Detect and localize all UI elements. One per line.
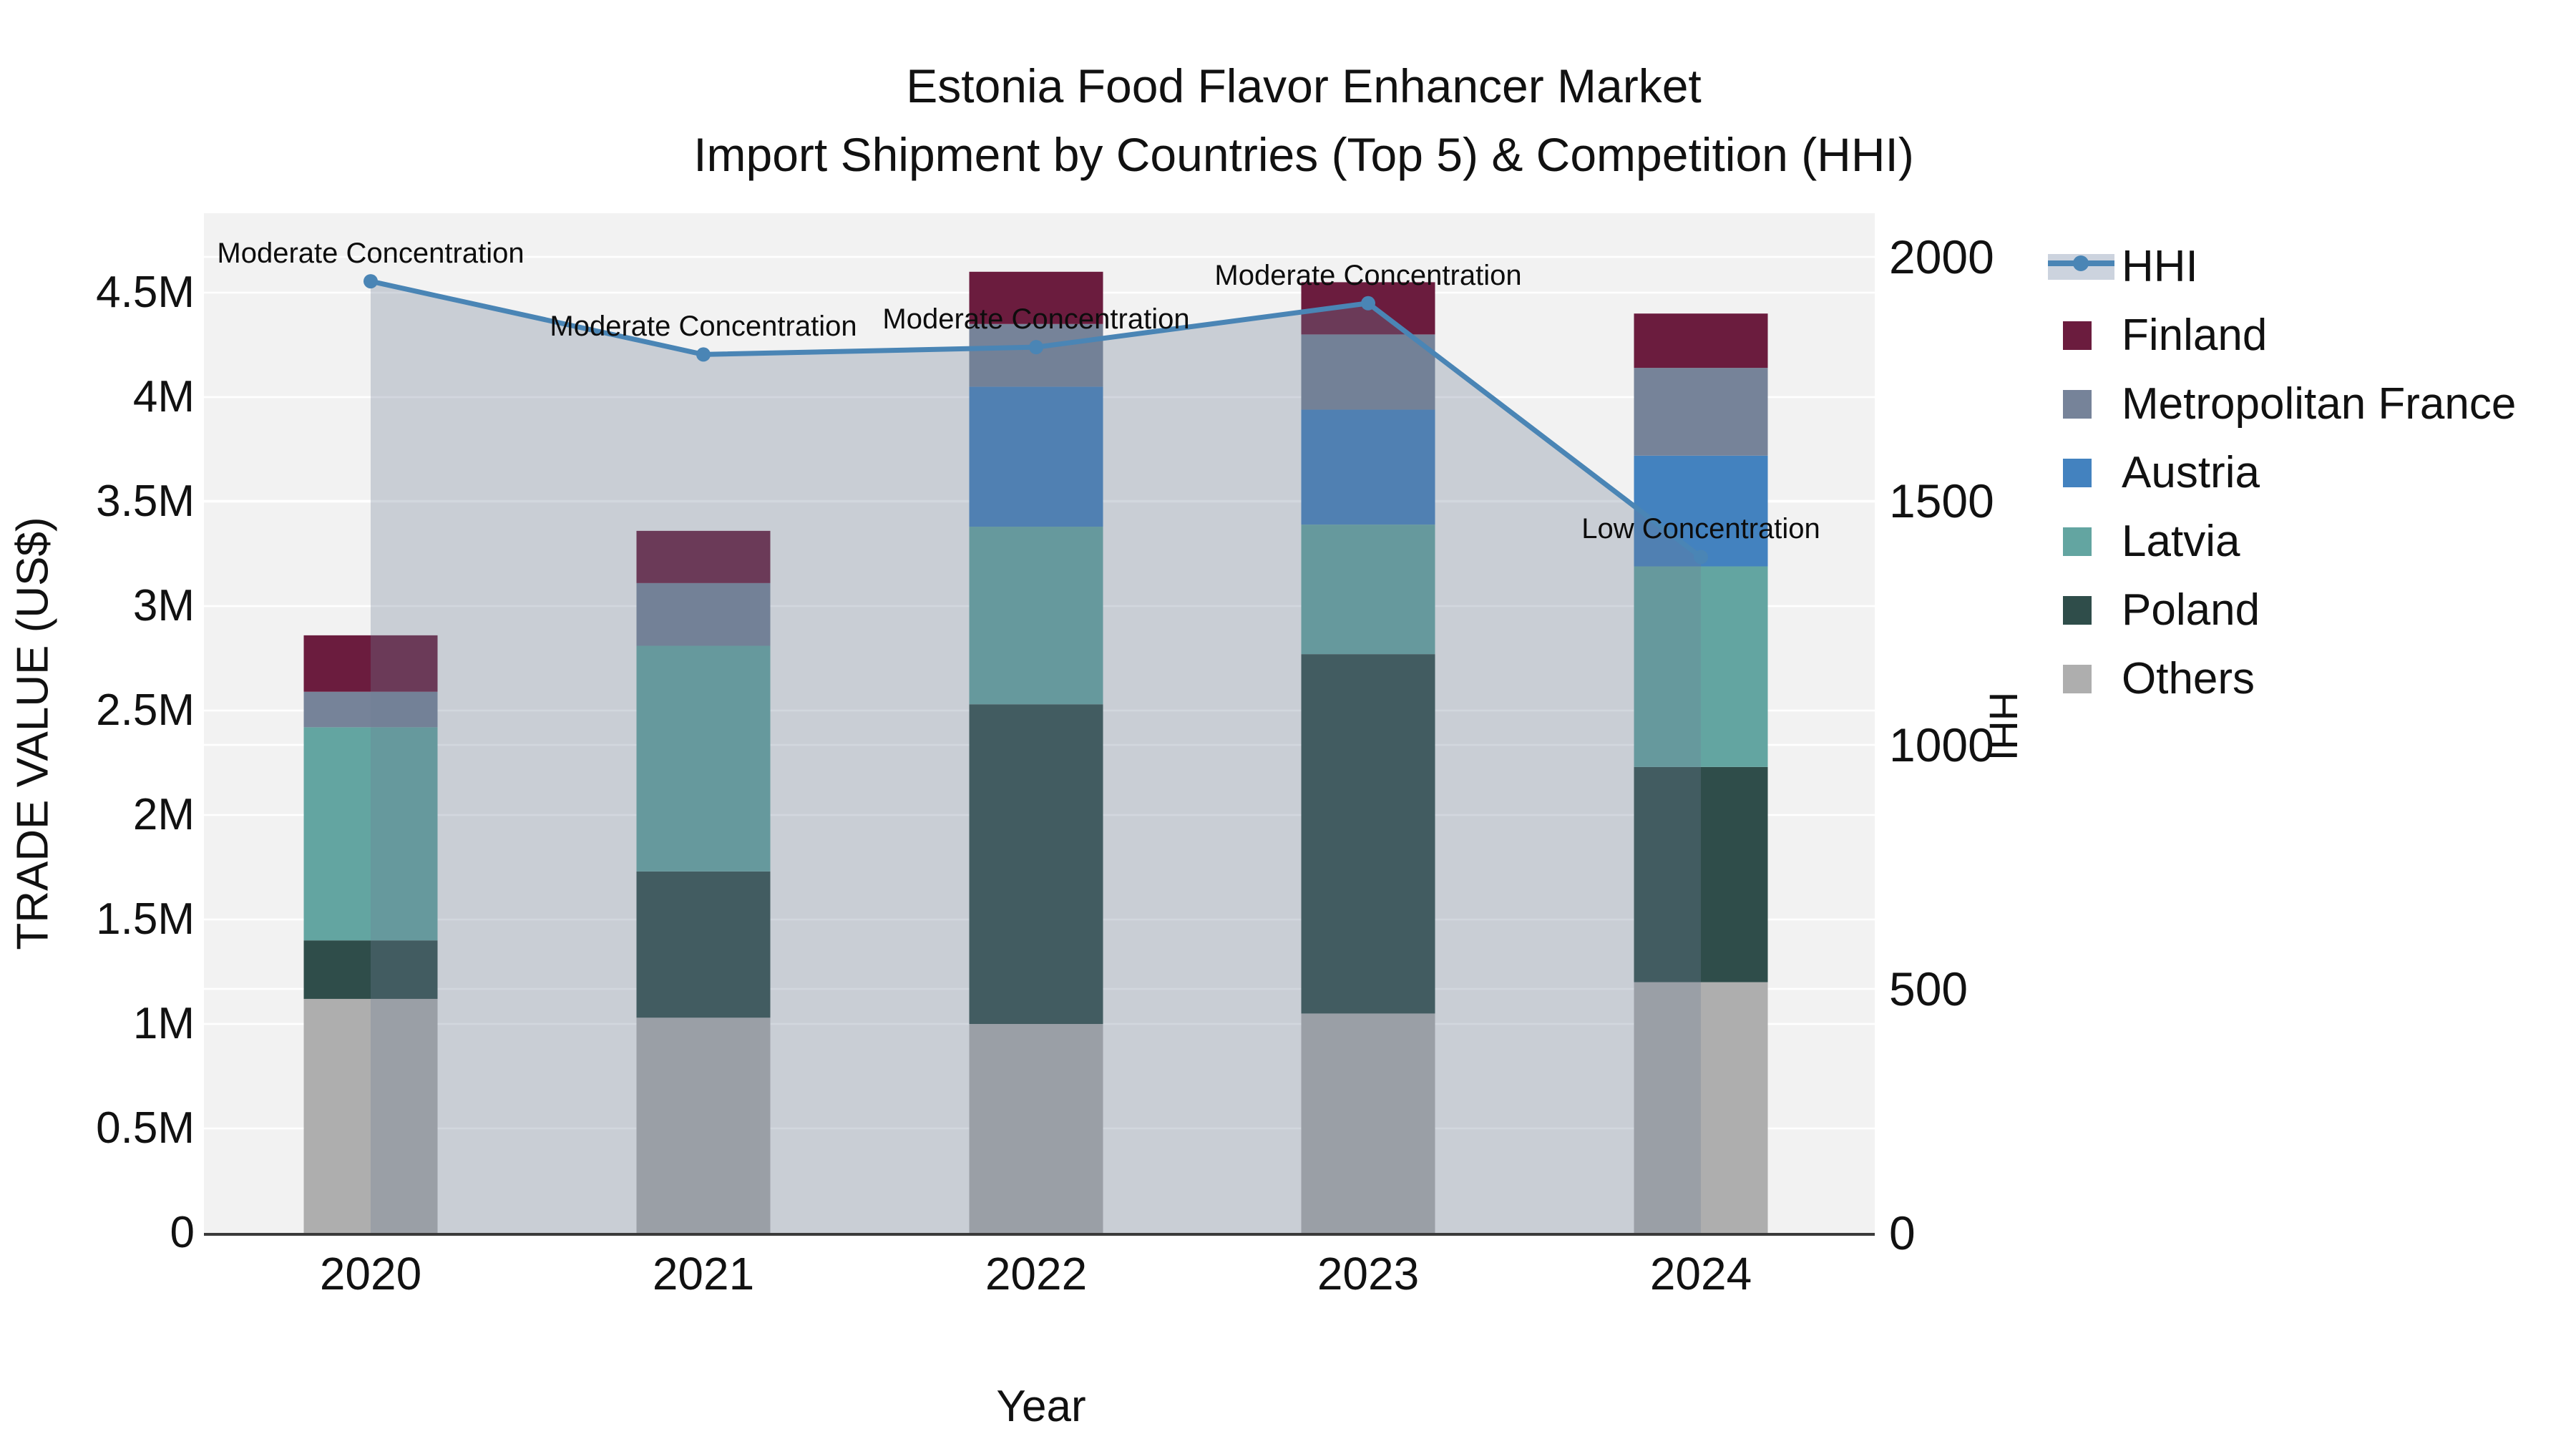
legend-color-swatch-finland <box>2063 321 2092 350</box>
bar-segment-metropolitan-france-2021[interactable] <box>636 582 771 646</box>
x-axis-title: Year <box>996 1382 1086 1431</box>
hhi-marker-2020[interactable] <box>364 274 378 289</box>
legend-color-swatch-poland <box>2063 596 2092 625</box>
bar-segment-metropolitan-france-2022[interactable] <box>969 323 1103 387</box>
legend-color-swatch-austria <box>2063 459 2092 487</box>
y-left-axis-title: TRADE VALUE (US$) <box>8 517 58 950</box>
x-tick-2022: 2022 <box>985 1248 1088 1299</box>
x-tick-2024: 2024 <box>1649 1248 1752 1299</box>
legend-label: Latvia <box>2122 517 2240 566</box>
bar-segment-finland-2020[interactable] <box>303 635 438 692</box>
legend-label: Others <box>2122 654 2255 703</box>
legend-color-swatch-metropolitan-france <box>2063 390 2092 419</box>
bar-segment-finland-2022[interactable] <box>969 271 1103 324</box>
bar-segment-austria-2024[interactable] <box>1634 455 1768 567</box>
annotation-2020: Moderate Concentration <box>217 238 525 270</box>
y-left-tick-1M: 1M <box>132 999 195 1048</box>
legend: HHI Finland Metropolitan France Austria Latv… <box>2043 233 2576 713</box>
legend-color-swatch-latvia <box>2063 527 2092 556</box>
bar-segment-metropolitan-france-2023[interactable] <box>1301 334 1435 410</box>
chart-title-line2: Import Shipment by Countries (Top 5) & C… <box>693 128 1914 181</box>
legend-item-others[interactable]: Others <box>2043 645 2576 713</box>
hhi-marker-2021[interactable] <box>696 347 711 362</box>
legend-item-poland[interactable]: Poland <box>2043 576 2576 645</box>
y-left-tick-0: 0 <box>170 1208 195 1257</box>
legend-swatch-icon <box>2043 301 2114 370</box>
annotation-2022: Moderate Concentration <box>882 303 1190 336</box>
bar-segment-poland-2024[interactable] <box>1634 766 1768 982</box>
annotation-2024: Low Concentration <box>1581 513 1820 545</box>
legend-color-swatch-others <box>2063 665 2092 693</box>
bar-segment-others-2021[interactable] <box>636 1018 771 1233</box>
y-left-tick-1.5M: 1.5M <box>96 894 195 944</box>
y-left-tick-2M: 2M <box>132 790 195 839</box>
legend-item-hhi[interactable]: HHI <box>2043 233 2576 301</box>
x-tick-2021: 2021 <box>652 1248 755 1299</box>
bar-segment-poland-2023[interactable] <box>1301 654 1435 1014</box>
x-tick-2020: 2020 <box>319 1248 422 1299</box>
legend-label: Finland <box>2122 311 2268 360</box>
y-right-tick-500: 500 <box>1889 962 1968 1015</box>
legend-item-metropolitan-france[interactable]: Metropolitan France <box>2043 370 2576 439</box>
bar-segment-finland-2024[interactable] <box>1634 313 1768 369</box>
x-tick-2023: 2023 <box>1317 1248 1420 1299</box>
hhi-marker-2023[interactable] <box>1361 296 1375 311</box>
y-right-tick-2000: 2000 <box>1889 230 1994 283</box>
bar-segment-latvia-2021[interactable] <box>636 645 771 872</box>
legend-swatch-icon <box>2043 645 2114 713</box>
bar-segment-others-2023[interactable] <box>1301 1013 1435 1233</box>
hhi-marker-2024[interactable] <box>1694 550 1708 565</box>
bar-segment-poland-2021[interactable] <box>636 871 771 1018</box>
legend-label: Poland <box>2122 585 2260 635</box>
bar-segment-others-2020[interactable] <box>303 998 438 1233</box>
bar-segment-austria-2023[interactable] <box>1301 409 1435 525</box>
y-right-tick-1500: 1500 <box>1889 474 1994 527</box>
annotation-2021: Moderate Concentration <box>550 311 857 343</box>
y-left-tick-3M: 3M <box>132 581 195 630</box>
bar-segment-metropolitan-france-2020[interactable] <box>303 691 438 728</box>
bar-segment-others-2024[interactable] <box>1634 982 1768 1233</box>
bar-segment-latvia-2023[interactable] <box>1301 525 1435 655</box>
legend-item-latvia[interactable]: Latvia <box>2043 507 2576 576</box>
chart-title-line1: Estonia Food Flavor Enhancer Market <box>906 59 1702 112</box>
bar-segment-metropolitan-france-2024[interactable] <box>1634 368 1768 456</box>
bar-segment-poland-2022[interactable] <box>969 704 1103 1024</box>
bar-segment-others-2022[interactable] <box>969 1024 1103 1233</box>
y-left-tick-4.5M: 4.5M <box>96 268 195 317</box>
legend-line-sample-icon <box>2043 233 2114 301</box>
plot-area: Moderate Concentration Moderate Concentra… <box>204 213 1875 1236</box>
annotation-2023: Moderate Concentration <box>1214 259 1522 291</box>
legend-swatch-icon <box>2043 576 2114 645</box>
legend-label: HHI <box>2122 242 2198 291</box>
hhi-marker-2022[interactable] <box>1029 340 1043 355</box>
bar-segment-latvia-2024[interactable] <box>1634 566 1768 767</box>
legend-item-austria[interactable]: Austria <box>2043 439 2576 507</box>
hhi-line-sample-icon <box>2048 254 2114 280</box>
legend-swatch-icon <box>2043 507 2114 576</box>
bar-segment-latvia-2020[interactable] <box>303 727 438 941</box>
legend-swatch-icon <box>2043 370 2114 439</box>
bar-segment-austria-2022[interactable] <box>969 386 1103 527</box>
y-left-tick-3.5M: 3.5M <box>96 477 195 526</box>
y-left-tick-4M: 4M <box>132 372 195 421</box>
legend-label: Austria <box>2122 448 2260 497</box>
chart-canvas <box>204 255 1875 1234</box>
bar-segment-poland-2020[interactable] <box>303 940 438 999</box>
bar-segment-finland-2021[interactable] <box>636 530 771 583</box>
legend-item-finland[interactable]: Finland <box>2043 301 2576 370</box>
y-left-tick-0.5M: 0.5M <box>96 1103 195 1153</box>
chart-title: Estonia Food Flavor Enhancer Market Impo… <box>693 52 1914 189</box>
y-left-tick-2.5M: 2.5M <box>96 686 195 735</box>
y-right-tick-1000: 1000 <box>1889 718 1994 771</box>
hhi-area-fill <box>371 281 1701 1234</box>
bar-segment-latvia-2022[interactable] <box>969 527 1103 705</box>
legend-label: Metropolitan France <box>2122 379 2517 429</box>
y-right-tick-0: 0 <box>1889 1206 1916 1259</box>
legend-swatch-icon <box>2043 439 2114 507</box>
